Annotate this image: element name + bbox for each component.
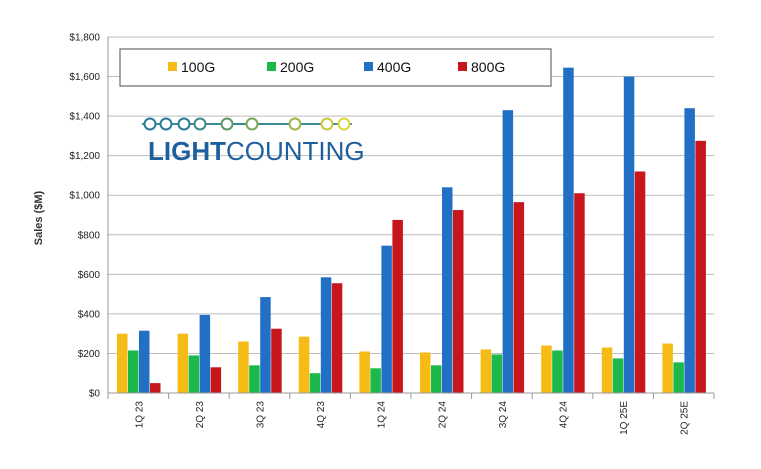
x-axis-ticks: 1Q 23 2Q 23 3Q 23 4Q 23 1Q 24 2Q 24 3Q 24 4Q 24… <box>107 393 715 435</box>
bar-800g-1q-23 <box>150 383 161 393</box>
bar-200g-1q-23 <box>128 350 139 393</box>
logo-ring <box>143 117 157 131</box>
bar-200g-3q-23 <box>249 365 260 393</box>
bar-800g-2q-23 <box>210 367 222 393</box>
bar-100g-1q-24 <box>359 351 370 393</box>
y-tick-label: $1,600 <box>69 72 100 83</box>
y-tick-label: $200 <box>78 349 101 360</box>
x-tick-label: 4Q 23 <box>316 401 327 429</box>
lightcounting-logo: LIGHTCOUNTING <box>142 117 365 166</box>
bar-100g-2q-23 <box>177 333 189 393</box>
x-tick-label: 3Q 24 <box>498 401 509 429</box>
x-tick-label: 1Q 25E <box>619 401 630 435</box>
logo-rings <box>143 117 351 131</box>
bar-400g-1q-23 <box>139 330 150 393</box>
bar-800g-3q-23 <box>271 328 282 393</box>
x-tick-label: 1Q 24 <box>377 401 388 429</box>
bar-100g-1q-23 <box>117 333 128 393</box>
x-tick-label: 2Q 24 <box>437 401 448 429</box>
y-tick-label: $400 <box>78 309 101 320</box>
y-axis-label: Sales ($M) <box>33 190 45 245</box>
bar-100g-3q-24 <box>480 349 492 393</box>
bar-400g-3q-24 <box>502 110 514 393</box>
logo-light-text: LIGHT <box>148 136 226 166</box>
bar-400g-2q-23 <box>199 314 211 393</box>
legend-label-400g: 400G <box>377 59 411 75</box>
logo-ring <box>245 117 259 131</box>
y-tick-label: $1,200 <box>69 151 100 162</box>
x-tick-label: 4Q 24 <box>559 401 570 429</box>
bar-400g-1q-24 <box>381 245 392 393</box>
bar-800g-1q-25e <box>634 171 646 393</box>
bar-200g-4q-24 <box>552 350 563 393</box>
legend-label-200g: 200G <box>280 59 314 75</box>
x-tick-label: 1Q 23 <box>134 401 145 429</box>
gridlines <box>108 36 714 394</box>
bar-200g-1q-24 <box>370 368 381 393</box>
legend-box <box>119 48 552 87</box>
logo-ring <box>337 117 351 131</box>
legend-swatch-100g <box>168 62 177 71</box>
bar-800g-4q-23 <box>331 283 343 393</box>
bar-200g-4q-23 <box>309 373 321 393</box>
y-tick-label: $1,000 <box>69 191 100 202</box>
bar-400g-1q-25e <box>623 76 635 394</box>
legend-swatch-400g <box>364 62 373 71</box>
logo-ring <box>193 117 207 131</box>
bar-200g-2q-24 <box>431 365 442 393</box>
bar-100g-3q-23 <box>238 341 249 393</box>
y-tick-label: $1,800 <box>69 33 100 44</box>
bar-100g-4q-23 <box>298 336 310 393</box>
logo-counting-text: COUNTING <box>226 136 365 166</box>
bar-200g-2q-23 <box>188 355 200 393</box>
x-tick-label: 2Q 25E <box>680 401 691 435</box>
bar-200g-1q-25e <box>612 358 624 393</box>
y-axis-ticks: $0 $200 $400 $600 $800 $1,000 $1,200 $1,400 $1,6… <box>69 33 100 400</box>
bar-800g-3q-24 <box>513 202 525 393</box>
bar-100g-2q-25e <box>662 343 673 393</box>
y-tick-label: $600 <box>78 270 101 281</box>
legend-swatch-800g <box>458 62 467 71</box>
bar-800g-1q-24 <box>392 219 403 393</box>
bar-100g-1q-25e <box>601 347 613 393</box>
bar-200g-2q-25e <box>673 362 684 393</box>
legend-label-800g: 800G <box>471 59 505 75</box>
legend-swatch-200g <box>267 62 276 71</box>
logo-ring <box>220 117 234 131</box>
y-tick-label: $1,400 <box>69 112 100 123</box>
y-tick-label: $800 <box>78 230 101 241</box>
bar-400g-4q-23 <box>320 277 332 393</box>
bar-400g-2q-25e <box>684 108 695 393</box>
logo-ring <box>177 117 191 131</box>
bar-400g-2q-24 <box>442 187 453 393</box>
bar-800g-2q-25e <box>695 140 706 393</box>
logo-ring <box>320 117 334 131</box>
bar-200g-3q-24 <box>491 354 503 393</box>
x-tick-label: 3Q 23 <box>256 401 267 429</box>
logo-ring <box>159 117 173 131</box>
logo-ring <box>288 117 302 131</box>
y-tick-label: $0 <box>89 389 101 400</box>
bar-400g-3q-23 <box>260 297 271 393</box>
bars <box>117 67 706 394</box>
bar-100g-4q-24 <box>541 345 552 393</box>
bar-400g-4q-24 <box>563 67 574 394</box>
legend: 100G 200G 400G 800G <box>119 48 552 87</box>
legend-label-100g: 100G <box>181 59 215 75</box>
bar-800g-2q-24 <box>453 210 464 393</box>
bar-800g-4q-24 <box>574 193 585 393</box>
bar-100g-2q-24 <box>420 352 431 393</box>
logo-wordmark: LIGHTCOUNTING <box>148 136 365 166</box>
x-tick-label: 2Q 23 <box>195 401 206 429</box>
